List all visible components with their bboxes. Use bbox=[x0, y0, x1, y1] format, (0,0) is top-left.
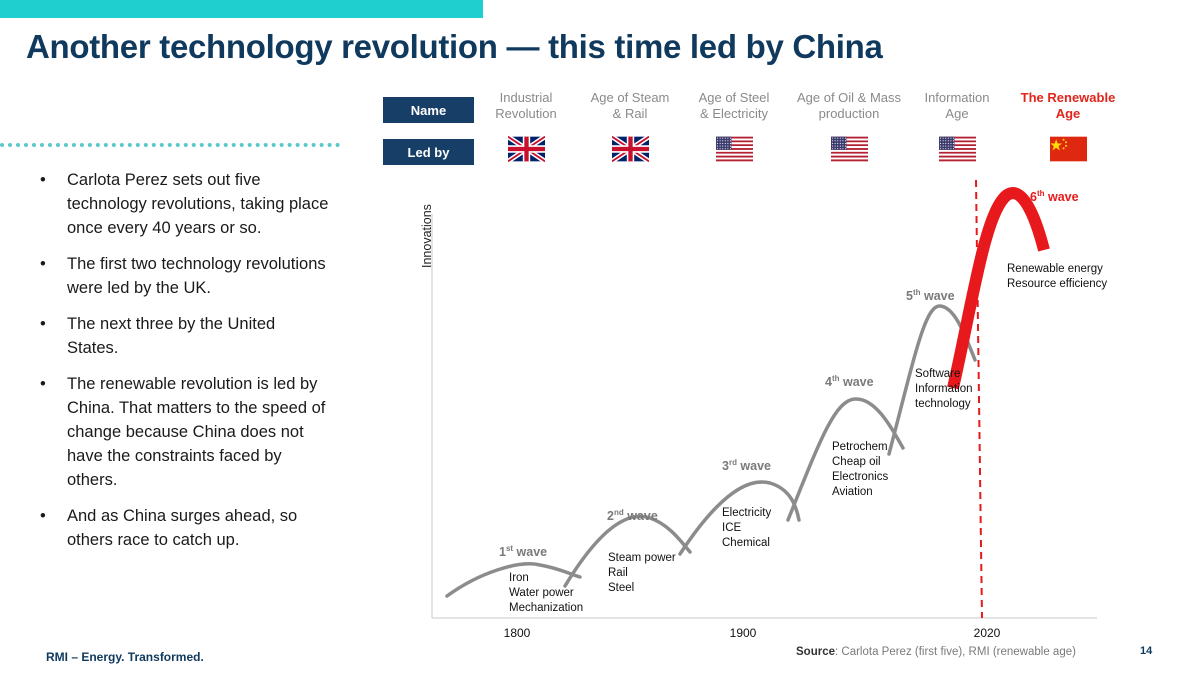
bullet-list: Carlota Perez sets out five technology r… bbox=[40, 168, 330, 564]
us-flag-icon bbox=[938, 136, 976, 162]
wave-title: 1st wave bbox=[499, 544, 547, 559]
era-name-line: Information bbox=[924, 90, 990, 105]
era-name-line: production bbox=[818, 106, 880, 121]
bullet-item: And as China surges ahead, so others rac… bbox=[40, 504, 330, 552]
wave-ordinal: th bbox=[1037, 189, 1045, 198]
wave-number: 3 bbox=[722, 459, 729, 473]
bullet-item: Carlota Perez sets out five technology r… bbox=[40, 168, 330, 240]
wave-technology-label: Renewable energy bbox=[1007, 263, 1103, 275]
era-name-line: & Rail bbox=[612, 106, 648, 121]
wave-technology-label: Electronics bbox=[832, 471, 888, 483]
bullet-item: The renewable revolution is led by China… bbox=[40, 372, 330, 492]
wave-word: wave bbox=[624, 509, 658, 523]
wave-technology-label: Rail bbox=[608, 567, 628, 579]
bullet-item: The next three by the United States. bbox=[40, 312, 330, 360]
name-row-header: Name bbox=[383, 97, 474, 123]
wave-title: 6th wave bbox=[1030, 189, 1079, 204]
wave-technology-label: Mechanization bbox=[509, 602, 583, 614]
era-name-line: Age of Oil & Mass bbox=[796, 90, 902, 105]
x-tick-label: 1900 bbox=[730, 626, 757, 640]
wave-curve bbox=[786, 397, 905, 522]
wave-title: 2nd wave bbox=[607, 508, 658, 523]
wave-number: 6 bbox=[1030, 190, 1037, 204]
china-flag-icon bbox=[1049, 136, 1087, 162]
era-name: The Renewable Age bbox=[1003, 90, 1133, 122]
era-name: Information Age bbox=[892, 90, 1022, 122]
wave-technology-label: Chemical bbox=[722, 537, 770, 549]
wave-title: 3rd wave bbox=[722, 458, 771, 473]
wave-word: wave bbox=[513, 545, 547, 559]
dotted-divider bbox=[0, 143, 340, 147]
y-axis-label: Innovations bbox=[420, 204, 434, 268]
era-name-line: Age of Steel bbox=[698, 90, 770, 105]
bullet-item: The first two technology revolutions wer… bbox=[40, 252, 330, 300]
era-name-line: & Electricity bbox=[700, 106, 768, 121]
wave-title: 5th wave bbox=[906, 288, 955, 303]
wave-technology-label: Aviation bbox=[832, 486, 873, 498]
x-tick-label: 1800 bbox=[504, 626, 531, 640]
wave-ordinal: th bbox=[913, 288, 921, 297]
era-name: Age of Steam & Rail bbox=[565, 90, 695, 122]
wave-technology-label: ICE bbox=[722, 522, 742, 534]
led-by-row-header: Led by bbox=[383, 139, 474, 165]
page-number: 14 bbox=[1140, 645, 1153, 657]
wave-curve bbox=[445, 562, 582, 598]
wave-ordinal: nd bbox=[614, 508, 624, 517]
wave-technology-label: Resource efficiency bbox=[1007, 278, 1107, 290]
wave-technology-label: Electricity bbox=[722, 507, 771, 519]
footer-brand: RMI – Energy. Transformed. bbox=[46, 650, 204, 664]
wave-curve bbox=[563, 514, 692, 588]
wave-number: 1 bbox=[499, 545, 506, 559]
era-name-line: Industrial bbox=[499, 90, 553, 105]
wave-word: wave bbox=[840, 375, 874, 389]
us-flag-icon bbox=[830, 136, 868, 162]
wave-title: 4th wave bbox=[825, 374, 874, 389]
source-text: : Carlota Perez (first five), RMI (renew… bbox=[835, 646, 1076, 658]
era-name: Industrial Revolution bbox=[461, 90, 591, 122]
wave-technology-label: Iron bbox=[509, 572, 529, 584]
wave-technology-label: Cheap oil bbox=[832, 456, 881, 468]
era-name-line: Age bbox=[1055, 106, 1081, 121]
wave-technology-label: Steam power bbox=[608, 552, 676, 564]
slide-title: Another technology revolution — this tim… bbox=[26, 28, 883, 65]
wave-technology-label: Petrochem bbox=[832, 441, 888, 453]
wave-word: wave bbox=[1045, 190, 1079, 204]
wave-number: 5 bbox=[906, 289, 913, 303]
era-name: Age of Oil & Mass production bbox=[784, 90, 914, 122]
wave-technology-label: Water power bbox=[509, 587, 574, 599]
era-name-line: Age of Steam bbox=[590, 90, 670, 105]
wave-technology-label: Information bbox=[915, 383, 973, 395]
sixth-wave-curve bbox=[947, 187, 1050, 390]
wave-number: 4 bbox=[825, 375, 832, 389]
era-name-line: Revolution bbox=[495, 106, 557, 121]
us-flag-icon bbox=[715, 136, 753, 162]
wave-word: wave bbox=[921, 289, 955, 303]
wave-ordinal: rd bbox=[729, 458, 737, 467]
x-tick-label: 2020 bbox=[974, 626, 1001, 640]
wave-number: 2 bbox=[607, 509, 614, 523]
wave-ordinal: th bbox=[832, 374, 840, 383]
era-name: Age of Steel & Electricity bbox=[669, 90, 799, 122]
era-name-line: The Renewable bbox=[1020, 90, 1116, 105]
wave-ordinal: st bbox=[506, 544, 513, 553]
wave-word: wave bbox=[737, 459, 771, 473]
uk-flag-icon bbox=[507, 136, 545, 162]
era-name-line: Age bbox=[945, 106, 969, 121]
wave-technology-label: technology bbox=[915, 398, 971, 410]
uk-flag-icon bbox=[611, 136, 649, 162]
source-note: Source: Carlota Perez (first five), RMI … bbox=[796, 646, 1076, 658]
wave-technology-label: Software bbox=[915, 368, 960, 380]
accent-bar bbox=[0, 0, 483, 18]
wave-technology-label: Steel bbox=[608, 582, 634, 594]
source-label: Source bbox=[796, 646, 835, 658]
